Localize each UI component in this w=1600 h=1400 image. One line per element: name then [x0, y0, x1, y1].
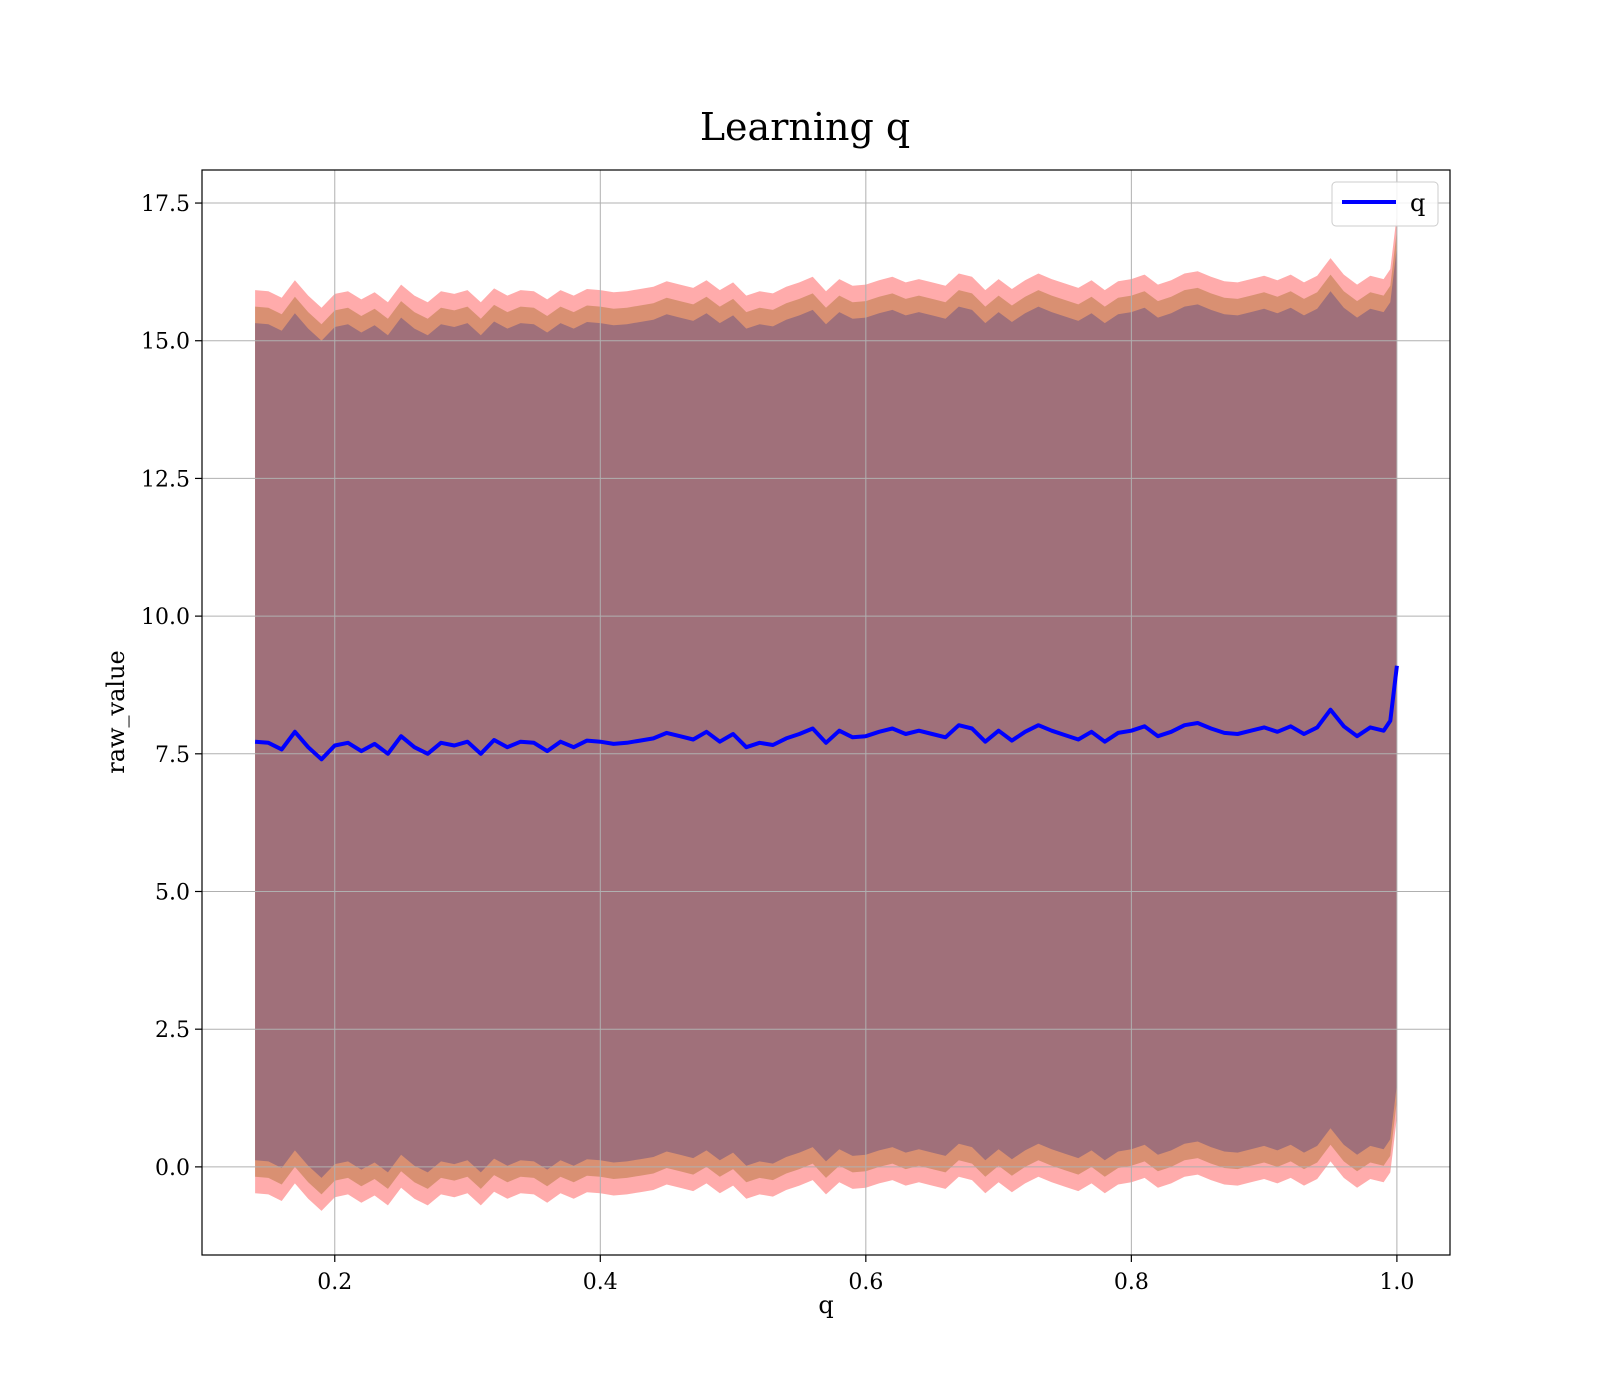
- x-tick-label: 0.2: [317, 1270, 352, 1295]
- series-line-q: [254, 665, 1399, 762]
- grid: [202, 170, 1450, 1255]
- legend-label-q: q: [1410, 189, 1425, 217]
- x-tick-label: 0.8: [1114, 1270, 1149, 1295]
- plot-frame: [201, 169, 1451, 1256]
- chart-title: Learning q: [700, 105, 910, 149]
- band-inner: [255, 247, 1397, 1178]
- y-tick-label: 15.0: [141, 330, 190, 355]
- y-tick-label: 7.5: [155, 743, 190, 768]
- y-tick-label: 5.0: [155, 880, 190, 905]
- y-axis-label: raw_value: [102, 650, 130, 774]
- x-tick-label: 0.4: [583, 1270, 618, 1295]
- x-axis-label: q: [818, 1291, 833, 1319]
- confidence-bands: [255, 214, 1397, 1211]
- x-axis: 0.2 0.4 0.6 0.8 1.0: [317, 1255, 1414, 1295]
- x-tick-label: 0.6: [848, 1270, 883, 1295]
- series-q: [254, 665, 1399, 762]
- x-tick-label: 1.0: [1379, 1270, 1414, 1295]
- y-tick-label: 17.5: [141, 192, 190, 217]
- y-tick-label: 10.0: [141, 605, 190, 630]
- y-tick-label: 12.5: [141, 467, 190, 492]
- legend: q: [1331, 181, 1439, 227]
- y-axis: 0.0 2.5 5.0 7.5 10.0 12.5 15.0 17.5: [141, 192, 202, 1181]
- y-tick-label: 0.0: [155, 1156, 190, 1181]
- y-tick-label: 2.5: [155, 1018, 190, 1043]
